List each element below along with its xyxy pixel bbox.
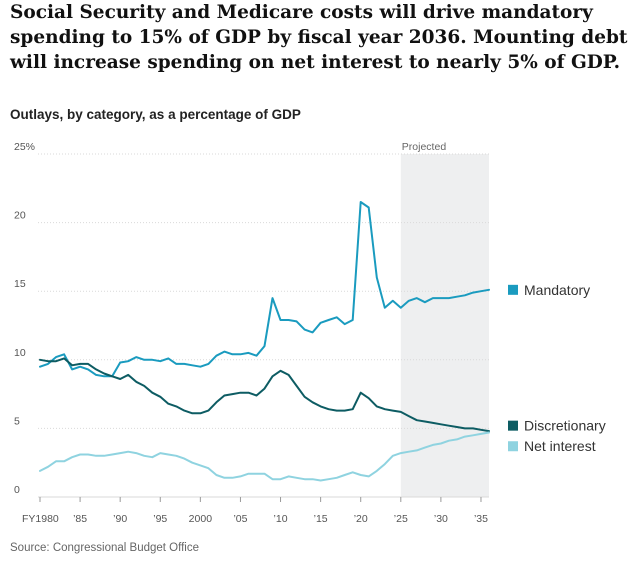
legend-swatch-mandatory [508, 284, 518, 295]
y-tick-label: 10 [14, 347, 26, 359]
x-tick-label: 2000 [189, 513, 213, 525]
source-note: Source: Congressional Budget Office [10, 542, 200, 554]
x-tick-label: ’25 [394, 513, 408, 525]
legend-label-net-interest: Net interest [524, 438, 596, 454]
chart-subtitle: Outlays, by category, as a percentage of… [10, 107, 301, 122]
legend: Mandatory Discretionary Net interest [508, 282, 606, 454]
projected-region [400, 154, 489, 497]
y-tick-label: 25% [14, 141, 35, 153]
y-tick-label: 0 [14, 484, 20, 496]
headline: Social Security and Medicare costs will … [10, 2, 628, 73]
y-tick-label: 5 [14, 415, 20, 427]
legend-swatch-discretionary [508, 420, 518, 431]
x-tick-label: ’15 [314, 513, 328, 525]
x-axis-ticks: FY1980 ’85 ’90 ’95 2000 ’05 ’10 ’15 ’20 ’25 ’30 ’35 [22, 497, 488, 525]
x-tick-label: ’10 [274, 513, 288, 525]
legend-label-mandatory: Mandatory [524, 282, 590, 298]
series-lines [39, 201, 490, 482]
legend-swatch-net-interest [508, 441, 518, 452]
series-line-discretionary [39, 357, 490, 433]
series-line-net-interest [39, 431, 490, 482]
series-line-mandatory [39, 201, 490, 378]
x-tick-label: ’30 [434, 513, 448, 525]
x-tick-label: ’90 [113, 513, 127, 525]
projected-label: Projected [402, 141, 447, 153]
x-tick-label: ’05 [233, 513, 247, 525]
gridlines [38, 153, 489, 498]
legend-label-discretionary: Discretionary [524, 418, 606, 434]
x-tick-label: ’20 [354, 513, 368, 525]
y-axis-ticks: 0 5 10 15 20 25% [14, 141, 35, 496]
x-tick-label: ’95 [153, 513, 167, 525]
x-tick-label: FY1980 [22, 513, 59, 525]
x-tick-label: ’35 [474, 513, 488, 525]
y-tick-label: 15 [14, 278, 26, 290]
x-tick-label: ’85 [73, 513, 87, 525]
y-tick-label: 20 [14, 210, 26, 222]
